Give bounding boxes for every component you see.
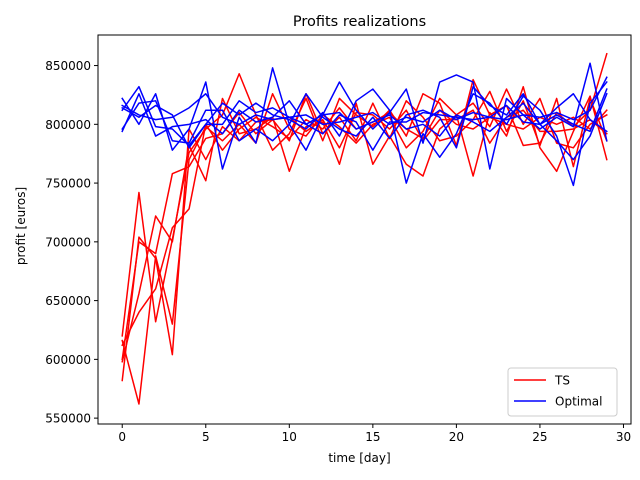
y-tick-label: 850000 [45, 59, 91, 73]
x-axis-label: time [day] [328, 451, 390, 465]
x-tick-label: 25 [532, 430, 547, 444]
y-tick-label: 750000 [45, 177, 91, 191]
chart-title: Profits realizations [293, 14, 426, 30]
y-axis-label: profit [euros] [14, 187, 28, 265]
series-line-optimal-11 [121, 88, 608, 137]
y-tick-label: 700000 [45, 235, 91, 249]
legend-label-optimal: Optimal [555, 395, 602, 409]
series-line-ts-3 [121, 90, 608, 382]
x-tick-label: 20 [449, 430, 464, 444]
series-line-optimal-7 [121, 62, 608, 170]
y-tick-label: 550000 [45, 412, 91, 426]
plot-lines [121, 52, 608, 405]
axes: 0 5 10 15 20 25 30 550000 600000 650000 700000 7500… [45, 34, 632, 444]
series-line-ts-1 [121, 52, 608, 337]
series-line-ts-4 [121, 88, 608, 405]
legend-label-ts: TS [554, 374, 570, 388]
y-tick-label: 800000 [45, 118, 91, 132]
legend: TS Optimal [507, 367, 618, 417]
series-line-optimal-10 [121, 93, 608, 151]
x-tick-label: 10 [282, 430, 297, 444]
series-line-ts-5 [121, 109, 608, 361]
y-tick-label: 600000 [45, 353, 91, 367]
plot-frame [97, 34, 632, 425]
x-tick-label: 15 [365, 430, 380, 444]
x-tick-label: 30 [616, 430, 631, 444]
y-tick-label: 650000 [45, 294, 91, 308]
x-tick-label: 0 [118, 430, 126, 444]
series-line-optimal-12 [121, 76, 608, 126]
x-tick-label: 5 [202, 430, 210, 444]
series-line-optimal-9 [121, 85, 608, 161]
